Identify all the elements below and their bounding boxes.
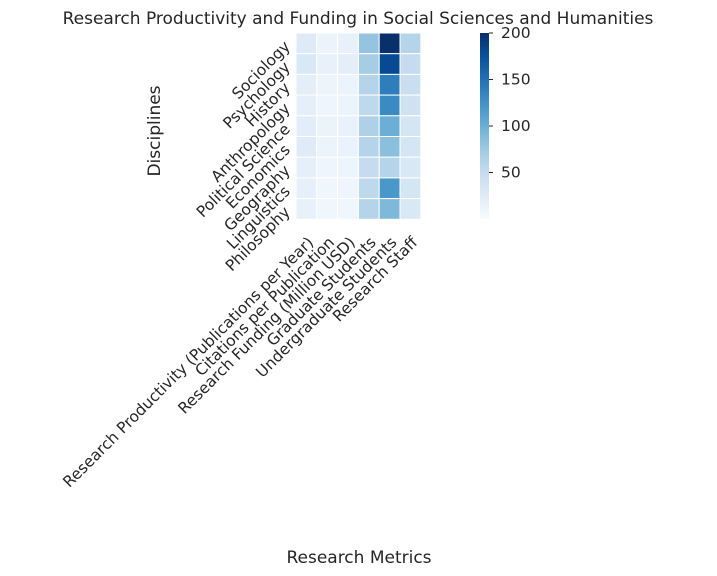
x-tick-labels: Research Productivity (Publications per …	[59, 233, 421, 491]
heatmap-cell	[295, 198, 318, 220]
colorbar: 50 100 150 200	[480, 24, 531, 219]
heatmap-cells	[295, 32, 422, 220]
heatmap-cell	[337, 177, 359, 200]
heatmap-cell	[295, 156, 318, 179]
heatmap-cell	[357, 32, 380, 55]
heatmap-cell	[378, 32, 401, 55]
heatmap-cell	[295, 177, 318, 200]
heatmap-cell	[337, 198, 359, 220]
heatmap-cell	[357, 156, 380, 179]
heatmap-cell	[357, 198, 380, 220]
heatmap-cell	[399, 53, 422, 75]
heatmap-cell	[295, 73, 318, 96]
colorbar-tick-label: 200	[501, 24, 531, 42]
heatmap-cell	[378, 136, 401, 158]
heatmap-cell	[378, 53, 401, 75]
heatmap-cell	[337, 32, 359, 55]
y-axis-label: Disciplines	[145, 85, 165, 176]
heatmap-cell	[378, 73, 401, 96]
heatmap-cell	[399, 156, 422, 179]
heatmap-cell	[337, 73, 359, 96]
heatmap-cell	[399, 115, 422, 138]
heatmap-cell	[295, 115, 318, 138]
heatmap-cell	[337, 156, 359, 179]
colorbar-tick-label: 100	[501, 117, 531, 135]
heatmap-cell	[295, 53, 318, 75]
heatmap-cell	[337, 53, 359, 75]
heatmap-cell	[337, 115, 359, 138]
heatmap-cell	[378, 156, 401, 179]
colorbar-gradient	[480, 33, 489, 219]
heatmap-cell	[357, 115, 380, 138]
heatmap-cell	[399, 94, 422, 117]
heatmap-cell	[399, 198, 422, 220]
colorbar-ticks: 50 100 150 200	[489, 24, 531, 182]
heatmap-cell	[316, 32, 339, 55]
heatmap-cell	[337, 94, 359, 117]
heatmap-cell	[357, 94, 380, 117]
heatmap-cell	[316, 53, 339, 75]
heatmap-cell	[337, 136, 359, 158]
heatmap-cell	[316, 136, 339, 158]
heatmap-cell	[378, 115, 401, 138]
heatmap-cell	[357, 136, 380, 158]
y-tick-labels: SociologyPsychologyHistoryAnthropologyPo…	[193, 37, 294, 274]
chart-title: Research Productivity and Funding in Soc…	[63, 9, 654, 29]
heatmap-cell	[399, 177, 422, 200]
heatmap-cell	[357, 53, 380, 75]
heatmap-cell	[378, 94, 401, 117]
heatmap-cell	[295, 32, 318, 55]
x-axis-label: Research Metrics	[286, 548, 431, 568]
heatmap-cell	[357, 73, 380, 96]
heatmap-cell	[316, 156, 339, 179]
heatmap-cell	[316, 73, 339, 96]
heatmap-cell	[399, 32, 422, 55]
heatmap-cell	[316, 198, 339, 220]
heatmap-cell	[378, 177, 401, 200]
heatmap-cell	[378, 198, 401, 220]
x-tick-label: Research Funding (Million USD)	[175, 233, 359, 417]
heatmap-cell	[357, 177, 380, 200]
heatmap-cell	[316, 177, 339, 200]
heatmap-cell	[295, 94, 318, 117]
heatmap-cell	[295, 136, 318, 158]
colorbar-tick-label: 150	[501, 71, 531, 89]
heatmap-cell	[316, 115, 339, 138]
heatmap-cell	[399, 73, 422, 96]
heatmap-cell	[399, 136, 422, 158]
colorbar-tick-label: 50	[501, 164, 521, 182]
heatmap-cell	[316, 94, 339, 117]
